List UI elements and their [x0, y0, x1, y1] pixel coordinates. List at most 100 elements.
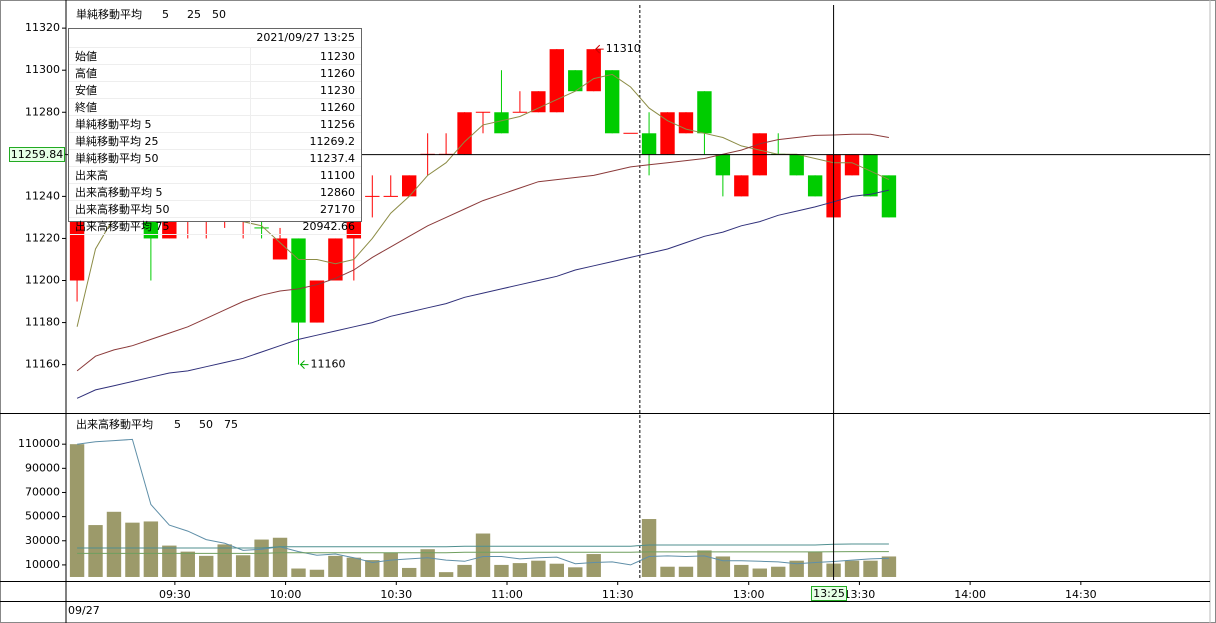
date-label: 09/27: [68, 604, 100, 617]
tooltip-value: 11269.2: [250, 132, 361, 150]
x-tick-label: 09:30: [159, 588, 191, 601]
tooltip-row: 高値 11260: [69, 64, 361, 82]
legend-entry: 75: [224, 418, 238, 431]
candle-body: [715, 154, 731, 176]
tooltip-title: 2021/09/27 13:25: [69, 29, 361, 48]
x-tick-label: 14:30: [1065, 588, 1097, 601]
ma-line: [76, 189, 890, 399]
volume-bar: [199, 555, 214, 577]
volume-bar: [678, 566, 694, 577]
annotation-label: 11160: [310, 358, 345, 371]
candle-body: [291, 238, 306, 323]
y-tick-label: 90000: [25, 461, 60, 474]
volume-bar: [660, 566, 675, 577]
volume-bar: [438, 572, 454, 577]
volume-bar: [844, 560, 860, 577]
candle-body: [549, 49, 565, 113]
volume-bar: [641, 519, 657, 577]
ma-line: [77, 551, 889, 554]
x-tick-label: 10:30: [380, 588, 412, 601]
volume-bar: [383, 552, 398, 577]
candle-body: [365, 195, 380, 197]
tooltip-label: 単純移動平均 5: [69, 115, 251, 133]
cursor-x-label: 13:25: [811, 586, 847, 601]
y-tick-label: 30000: [25, 534, 60, 547]
tooltip-row: 出来高移動平均 50 27170: [69, 200, 361, 218]
candle-body: [494, 112, 509, 134]
candle-body: [881, 175, 897, 218]
volume-bar: [346, 557, 362, 577]
candle-body: [734, 175, 749, 197]
volume-bar: [365, 560, 380, 577]
x-tick-label: 13:30: [844, 588, 876, 601]
volume-bar: [162, 545, 177, 577]
legend-entry: 50: [199, 418, 213, 431]
volume-bar: [457, 564, 472, 577]
volume-bar: [697, 550, 712, 577]
candle-body: [457, 112, 472, 155]
candle-body: [789, 154, 804, 176]
ma-line: [77, 543, 889, 549]
tooltip: 2021/09/27 13:25 始値 11230 高値 11260 安値 11230 終値…: [68, 28, 362, 235]
y-tick-label: 11200: [25, 274, 60, 287]
candle-body: [272, 238, 288, 260]
y-tick-label: 11320: [25, 21, 60, 34]
tooltip-value: 20942.66: [250, 217, 361, 235]
tooltip-label: 終値: [69, 98, 251, 116]
tooltip-value: 11237.4: [250, 149, 361, 167]
volume-bar: [512, 563, 528, 577]
volume-bar: [106, 511, 122, 577]
candle-body: [863, 154, 878, 197]
tooltip-row: 安値 11230: [69, 81, 361, 99]
tooltip-row: 終値 11260: [69, 98, 361, 116]
candle-body: [586, 49, 601, 92]
tooltip-value: 11260: [250, 64, 361, 82]
volume-bar: [143, 521, 159, 577]
tooltip-label: 安値: [69, 81, 251, 99]
tooltip-value: 11256: [250, 115, 361, 133]
tooltip-value: 11230: [250, 48, 361, 65]
y-tick-label: 50000: [25, 510, 60, 523]
volume-bar: [217, 544, 232, 577]
volume-bar: [69, 444, 85, 577]
ma-line: [76, 133, 889, 372]
volume-bar: [549, 563, 565, 577]
tooltip-value: 11260: [250, 98, 361, 116]
y-tick-label: 70000: [25, 485, 60, 498]
annotation-label: 11310: [606, 42, 641, 55]
volume-bar: [771, 566, 786, 577]
volume-bar: [789, 560, 804, 577]
tooltip-label: 出来高移動平均 50: [69, 200, 251, 218]
candle-body: [844, 154, 860, 176]
tooltip-label: 出来高移動平均 75: [69, 217, 251, 235]
tooltip-table: 始値 11230 高値 11260 安値 11230 終値 11260 単純移動平均 5 1125…: [69, 48, 361, 235]
x-tick-label: 14:00: [954, 588, 986, 601]
ma-line: [77, 438, 889, 566]
y-tick-label: 11180: [25, 316, 60, 329]
tooltip-label: 出来高移動平均 5: [69, 183, 251, 201]
x-tick-label: 13:00: [733, 588, 765, 601]
tooltip-label: 出来高: [69, 166, 251, 184]
volume-bar: [125, 522, 140, 577]
candle-body: [531, 91, 546, 113]
volume-bar: [88, 525, 103, 577]
tooltip-row: 出来高移動平均 5 12860: [69, 183, 361, 201]
legend-entry: 5: [174, 418, 181, 431]
tooltip-row: 単純移動平均 5 11256: [69, 115, 361, 133]
x-tick-label: 11:30: [602, 588, 634, 601]
candle-body: [660, 112, 675, 155]
volume-bar: [309, 569, 325, 577]
volume-bar: [586, 554, 601, 577]
candle-body: [383, 195, 398, 197]
volume-bar: [291, 568, 306, 577]
volume-bar: [531, 560, 546, 577]
x-tick-label: 11:00: [491, 588, 523, 601]
tooltip-row: 単純移動平均 50 11237.4: [69, 149, 361, 167]
volume-bar: [254, 539, 269, 577]
tooltip-label: 始値: [69, 48, 251, 65]
tooltip-value: 11100: [250, 166, 361, 184]
candle-body: [309, 280, 325, 323]
tooltip-row: 出来高 11100: [69, 166, 361, 184]
volume-bar: [328, 555, 343, 577]
y-tick-label: 11280: [25, 105, 60, 118]
